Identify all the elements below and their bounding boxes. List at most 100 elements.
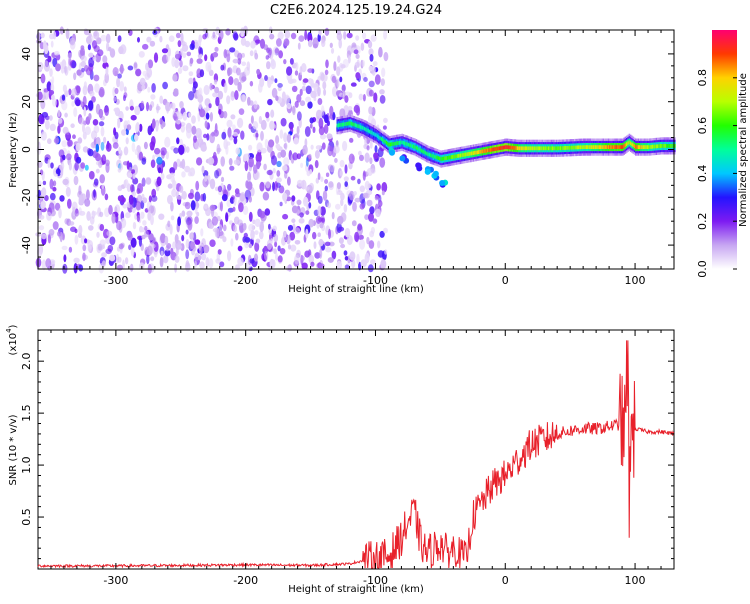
spectrogram-cell [319,206,326,216]
spectrogram-cell [263,245,268,253]
spectrogram-cell [141,177,146,187]
spectrogram-cell [39,169,44,176]
spectrogram-cell [168,35,175,42]
spectrogram-cell [84,164,89,171]
spectrogram-track-cell [559,146,562,151]
spectrogram-cell [117,167,122,173]
spectrogram-xtick-label: 100 [625,274,646,287]
spectrogram-cell [93,30,100,40]
spectrogram-track-cell [454,154,457,159]
spectrogram-track-cell [415,162,422,169]
spectrogram-track-cell [399,155,406,162]
spectrogram-cell [266,61,271,70]
spectrogram-cell [300,255,305,261]
spectrogram-cell [117,195,122,202]
spectrogram-cell [287,176,291,186]
spectrogram-track-cell [441,156,444,161]
spectrogram-track-cell [570,145,572,150]
spectrogram-cell [275,135,280,145]
spectrogram-cell [233,159,240,165]
spectrogram-cell [141,234,146,240]
spectrogram-track-cell [585,145,588,149]
spectrogram-track-cell [651,144,654,149]
spectrogram-cell [159,35,163,43]
spectrogram-cell [172,176,176,187]
spectrogram-cell [226,199,231,208]
spectrogram-cell [222,236,227,243]
spectrogram-cell [205,257,210,268]
spectrogram-cell [212,31,216,39]
spectrogram-cell [204,175,208,182]
spectrogram-cell [377,250,385,258]
spectrogram-cell [50,40,54,48]
spectrogram-cell [233,78,239,86]
spectrogram-track-cell [483,149,485,154]
spectrogram-cell [254,241,260,252]
spectrogram-cell [182,52,187,58]
spectrogram-track-cell [648,145,650,149]
spectrogram-track-cell [563,146,566,150]
spectrogram-track-cell [606,145,609,149]
spectrogram-cell [134,133,139,142]
spectrogram-track-cell [629,141,632,146]
spectrogram-cell [315,109,323,120]
spectrogram-cell [368,89,374,97]
spectrogram-cell [338,38,343,49]
spectrogram-cell [356,253,360,265]
spectrogram-cell [284,142,288,150]
spectrogram-cell [114,87,119,95]
spectrogram-cell [383,30,388,40]
spectrogram-cell [92,56,97,61]
spectrogram-cell [263,163,267,171]
spectrogram-cell [194,206,198,215]
spectrogram-cell [139,77,146,86]
spectrogram-cell [336,66,341,77]
spectrogram-cell [181,171,186,178]
spectrogram-cell [208,103,212,109]
spectrogram-cell [305,96,312,103]
spectrogram-cell [117,185,123,192]
spectrogram-cell [59,195,65,202]
spectrogram-cell [344,255,349,261]
spectrogram-cell [368,212,374,222]
spectrogram-track-cell [516,146,519,151]
spectrogram-cell [223,224,227,232]
spectrogram-cell [139,227,146,233]
spectrogram-cell [175,190,179,198]
spectrogram-cell [342,140,348,152]
spectrogram-cell [125,212,131,219]
spectrogram-cell [370,259,376,265]
spectrogram-cell [247,171,252,182]
spectrogram-track-cell [552,146,554,151]
spectrogram-cell [358,150,362,156]
spectrogram-track-cell [432,154,435,159]
spectrogram-cell [101,244,105,249]
spectrogram-track-cell [475,150,477,155]
spectrogram-cell [320,105,325,116]
spectrogram-track-cell [478,150,480,154]
spectrogram-cell [43,88,49,93]
spectrogram-cell [349,190,355,201]
spectrogram-cell [99,224,105,231]
spectrogram-cell [336,260,343,270]
spectrogram-cell [71,88,77,97]
spectrogram-cell [264,138,269,149]
spectrogram-cell [85,67,93,76]
spectrogram-cell [278,185,285,194]
spectrogram-track-cell [344,122,346,127]
spectrogram-cell [259,38,266,49]
spectrogram-cell [255,129,259,141]
spectrogram-cell [314,160,319,169]
spectrogram-track-cell [372,131,375,136]
spectrogram-cell [105,66,109,76]
spectrogram-track-cell [357,124,359,128]
spectrogram-ytick-label: 20 [20,95,33,109]
spectrogram-cell [204,120,208,129]
spectrogram-track-cell [457,154,459,158]
spectrogram-cell [55,168,61,175]
spectrogram-cell [78,185,82,196]
spectrogram-cell [41,111,49,118]
spectrogram-track-cell [424,150,427,155]
spectrogram-cell [340,198,344,207]
spectrogram-cell [223,82,228,94]
